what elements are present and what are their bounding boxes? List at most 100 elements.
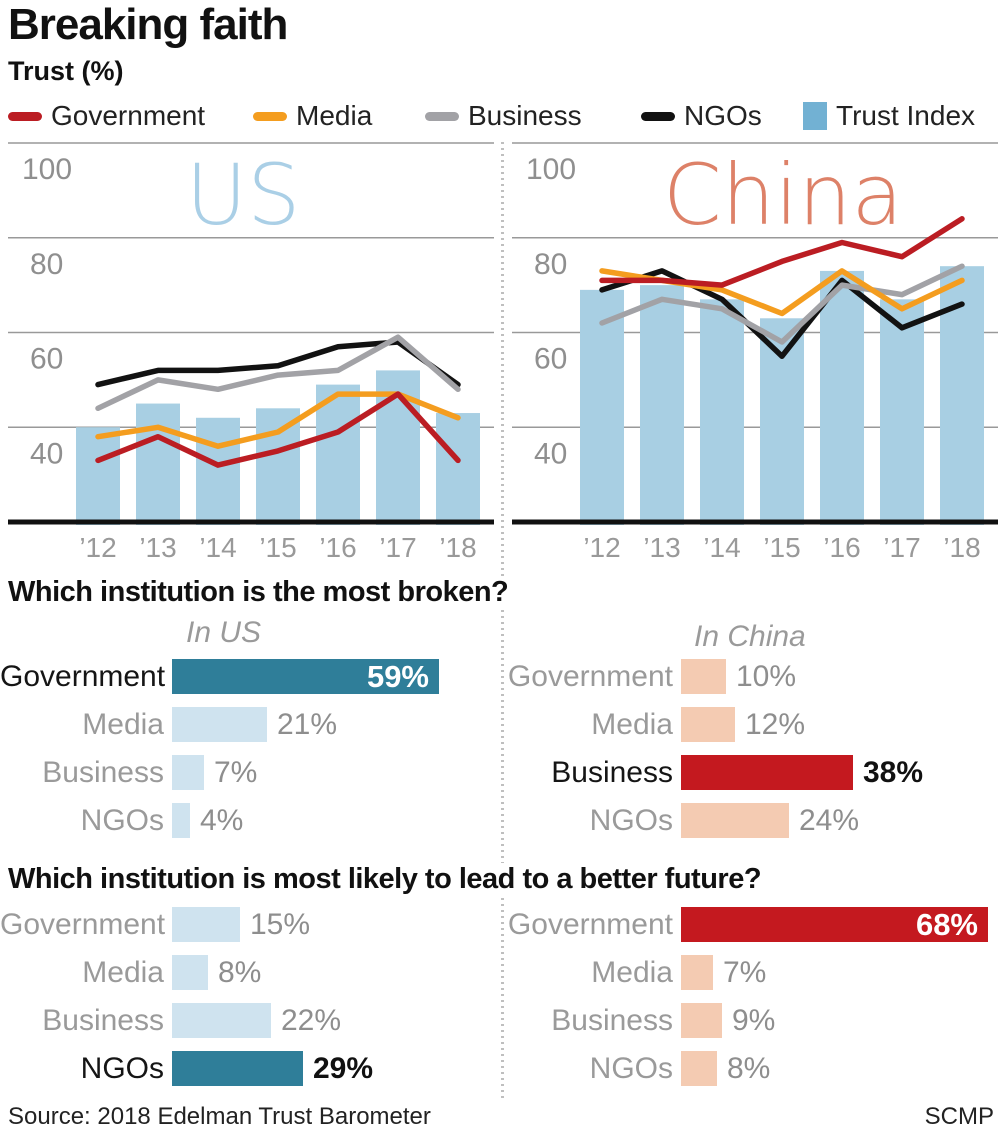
row-value: 7% <box>214 755 258 789</box>
value-bar <box>681 803 789 838</box>
trust-index-bar <box>76 427 120 525</box>
row-label: Media <box>82 955 164 989</box>
legend-label: NGOs <box>684 100 762 131</box>
year-label: ’18 <box>439 532 476 560</box>
trust-index-bar <box>196 417 240 525</box>
y-tick-label: 40 <box>534 437 567 470</box>
value-bar <box>681 955 713 990</box>
trust-index-bar <box>700 299 744 525</box>
year-label: ’12 <box>79 532 116 560</box>
trust-index-bar <box>820 270 864 525</box>
bar-row: NGOs 8% <box>500 1051 1000 1086</box>
year-label: ’15 <box>259 532 296 560</box>
bar-row: Government 15% <box>0 907 500 942</box>
legend-item-business: Business <box>425 99 582 133</box>
year-label: ’14 <box>703 532 740 560</box>
ngos-line <box>95 339 461 388</box>
bar-row: Media 21% <box>0 707 500 742</box>
trust-index-swatch-icon <box>803 102 827 130</box>
region-watermark: US <box>186 146 301 244</box>
government-line-swatch-icon <box>8 111 42 121</box>
value-bar <box>172 803 190 838</box>
broken-section-title: Which institution is the most broken? <box>8 576 515 609</box>
row-value: 12% <box>745 707 806 741</box>
broken-china-rows: Government 10% Media 12% Business 38% NGOs 24% <box>500 659 1000 851</box>
row-label: NGOs <box>80 803 164 837</box>
row-value: 38% <box>863 755 924 789</box>
row-label: Government <box>507 907 673 941</box>
row-label: Media <box>591 707 673 741</box>
row-label: NGOs <box>589 803 673 837</box>
row-value: 59% <box>366 658 429 694</box>
gridlines: 40 60 80 100 <box>8 142 494 470</box>
trust-index-bar <box>760 318 804 525</box>
year-label: ’16 <box>319 532 356 560</box>
us-chart-svg: US 40 60 80 100 ’12 ’13 ’14 ’15 ’16 ’17 ’18 <box>8 142 494 560</box>
value-bar <box>172 955 208 990</box>
year-label: ’13 <box>643 532 680 560</box>
value-bar <box>681 1003 722 1038</box>
trust-index-bar <box>316 384 360 525</box>
y-tick-label: 80 <box>534 248 567 281</box>
row-value: 10% <box>736 659 797 693</box>
trust-index-bar <box>256 408 300 525</box>
y-tick-label: 100 <box>526 153 576 186</box>
source-credit: Source: 2018 Edelman Trust Barometer <box>8 1103 431 1130</box>
legend-item-ngos: NGOs <box>641 99 762 133</box>
row-label: Business <box>42 1003 164 1037</box>
trust-index-bar <box>640 285 684 525</box>
year-label: ’17 <box>883 532 920 560</box>
y-tick-label: 100 <box>22 153 72 186</box>
future-us-rows: Government 15% Media 8% Business 22% NGOs 29% <box>0 907 500 1099</box>
china-trend-chart: China 40 60 80 100 ’12 ’13 ’14 ’15 ’16 ’17 ’18 <box>512 140 998 560</box>
bar-row: Media 12% <box>500 707 1000 742</box>
value-bar <box>681 707 735 742</box>
row-label: Government <box>0 659 166 693</box>
trust-index-bar <box>580 289 624 525</box>
bar-row: Government 59% <box>0 659 500 694</box>
year-label: ’12 <box>583 532 620 560</box>
legend-label: Government <box>51 100 206 131</box>
business-line-swatch-icon <box>425 111 459 121</box>
row-label: Media <box>82 707 164 741</box>
row-value: 8% <box>218 955 262 989</box>
legend-label: Media <box>296 100 373 131</box>
trust-index-bars <box>76 370 480 525</box>
year-label: ’13 <box>139 532 176 560</box>
row-value: 9% <box>732 1003 776 1037</box>
row-value: 22% <box>281 1003 342 1037</box>
publisher-credit: SCMP <box>924 1103 994 1130</box>
value-bar: 59% <box>172 659 439 694</box>
year-label: ’17 <box>379 532 416 560</box>
legend-label: Trust Index <box>836 100 976 131</box>
bar-row: NGOs 24% <box>500 803 1000 838</box>
row-label: NGOs <box>80 1051 164 1085</box>
row-value: 7% <box>723 955 767 989</box>
broken-us-subtitle: In US <box>186 616 262 649</box>
row-label: Government <box>507 659 673 693</box>
legend-item-media: Media <box>253 99 372 133</box>
x-tick-labels: ’12 ’13 ’14 ’15 ’16 ’17 ’18 <box>79 532 476 560</box>
legend-item-trust-index: Trust Index <box>803 99 975 133</box>
broken-us-rows: Government 59% Media 21% Business 7% NGOs 4% <box>0 659 500 851</box>
business-line <box>95 334 461 412</box>
trust-index-bar <box>880 299 924 525</box>
bar-row: Media 8% <box>0 955 500 990</box>
bar-row: Business 22% <box>0 1003 500 1038</box>
year-label: ’15 <box>763 532 800 560</box>
business-line <box>599 263 965 345</box>
bar-row: Government 10% <box>500 659 1000 694</box>
row-value: 15% <box>250 907 311 941</box>
ngos-line-swatch-icon <box>641 111 675 121</box>
us-trend-chart: US 40 60 80 100 ’12 ’13 ’14 ’15 ’16 ’17 ’18 <box>8 140 494 560</box>
row-value: 68% <box>915 906 978 942</box>
page-title: Breaking faith <box>8 0 288 49</box>
ngos-line <box>599 268 965 359</box>
row-value: 24% <box>799 803 860 837</box>
trust-index-bar <box>136 403 180 525</box>
value-bar <box>172 907 240 942</box>
value-bar: 68% <box>681 907 988 942</box>
bar-row: Media 7% <box>500 955 1000 990</box>
china-chart-svg: China 40 60 80 100 ’12 ’13 ’14 ’15 ’16 ’17 ’18 <box>512 142 998 560</box>
